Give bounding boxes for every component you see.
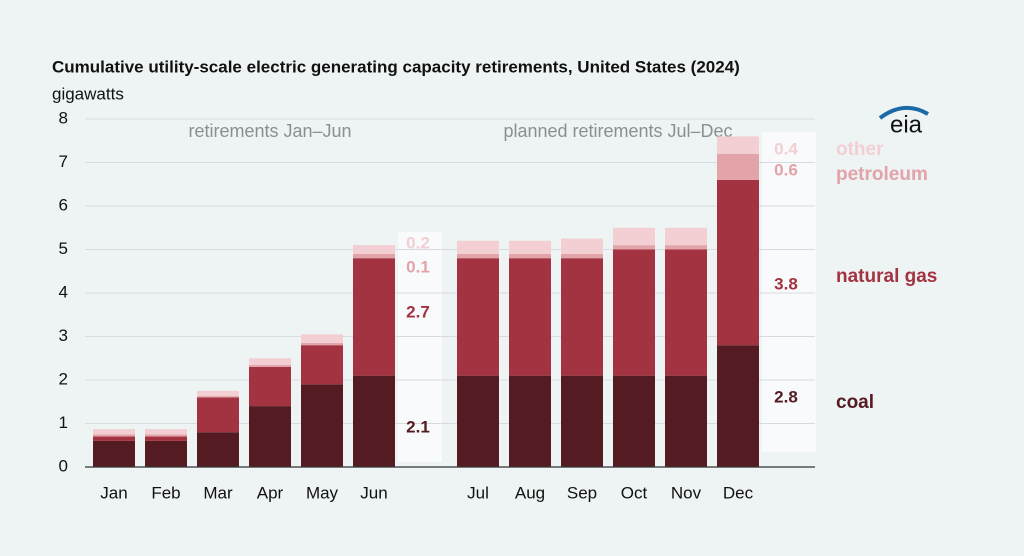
y-tick-label: 1 [59,413,68,432]
bar-segment [665,227,707,246]
annotation: planned retirements Jul–Dec [503,121,732,141]
bar-segment [197,390,239,397]
bar-segment [353,258,395,376]
bar-segment [353,245,395,254]
bar-segment [93,440,135,467]
x-tick-label: Jan [100,483,127,502]
subtitle: gigawatts [52,84,124,103]
y-tick-label: 2 [59,369,68,388]
data-label: 2.1 [406,417,430,436]
bar-segment [561,258,603,376]
data-label: 0.1 [406,257,430,276]
x-tick-label: Jul [467,483,489,502]
bar-segment [665,245,707,250]
y-tick-label: 4 [59,282,68,301]
bar-segment [93,429,135,435]
annotation: retirements Jan–Jun [188,121,351,141]
y-tick-label: 8 [59,108,68,127]
bar-segment [561,238,603,254]
data-label: 0.6 [774,160,798,179]
bar-segment [93,436,135,441]
bar-segment [613,375,655,467]
bar-segment [457,253,499,259]
bar-segment [457,240,499,254]
logo: eia [890,111,923,138]
bar-segment [613,249,655,376]
bar-segment [509,253,551,259]
x-tick-label: Oct [621,483,648,502]
bar-segment [93,434,135,437]
data-label: 2.7 [406,302,430,321]
legend-label: coal [836,392,874,413]
bar-segment [561,253,603,259]
bar-segment [145,436,187,441]
bar-segment [665,375,707,467]
bar-segment [613,245,655,250]
y-tick-label: 5 [59,239,68,258]
bar-segment [145,434,187,437]
label-panel [762,132,816,452]
bar-segment [509,375,551,467]
bar-segment [197,396,239,398]
bar-segment [197,397,239,433]
bar-segment [197,432,239,467]
y-tick-label: 0 [59,456,68,475]
logo-arc [878,106,930,120]
bar-segment [353,375,395,467]
bar-segment [613,227,655,246]
legend-label: natural gas [836,266,937,287]
bar-segment [665,249,707,376]
bar-segment [457,258,499,376]
bar-segment [301,384,343,467]
x-tick-label: May [306,483,339,502]
x-tick-label: Mar [203,483,233,502]
bar-segment [301,343,343,346]
bar-segment [717,136,759,154]
y-tick-label: 6 [59,195,68,214]
bar-segment [717,179,759,346]
data-label: 0.2 [406,233,430,252]
legend-label: other [836,139,884,160]
bar-segment [249,366,291,407]
x-tick-label: Apr [257,483,284,502]
bar-segment [301,345,343,385]
x-tick-label: Jun [360,483,387,502]
data-label: 3.8 [774,274,798,293]
bar-segment [353,253,395,259]
x-tick-label: Feb [151,483,180,502]
data-label: 0.4 [774,139,798,158]
bar-segment [509,258,551,376]
x-tick-label: Sep [567,483,597,502]
bar-segment [457,375,499,467]
bar-segment [145,429,187,435]
bar-segment [145,440,187,467]
bar-segment [717,345,759,467]
chart-title: Cumulative utility-scale electric genera… [52,57,740,76]
bar-segment [249,358,291,365]
legend-label: petroleum [836,164,928,185]
y-tick-label: 3 [59,326,68,345]
bar-segment [717,153,759,180]
x-tick-label: Nov [671,483,702,502]
bar-segment [249,406,291,467]
data-label: 2.8 [774,387,798,406]
bar-segment [301,334,343,344]
x-tick-label: Aug [515,483,545,502]
y-tick-label: 7 [59,152,68,171]
bar-segment [249,364,291,367]
bar-segment [509,240,551,254]
x-tick-label: Dec [723,483,754,502]
bar-segment [561,375,603,467]
